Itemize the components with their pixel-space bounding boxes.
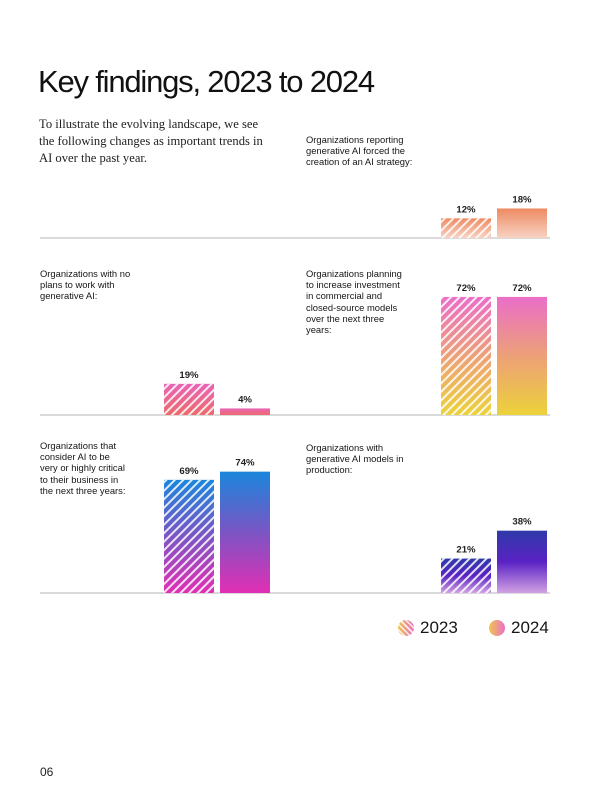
bar-bottom-left-2024	[220, 471, 270, 593]
bar-middle-left-2024	[220, 408, 270, 415]
panel-title-ai-strategy: Organizations reporting generative AI fo…	[306, 134, 413, 168]
data-label-middle-left-2024: 4%	[238, 394, 252, 405]
bar-top-right-2024	[497, 208, 547, 238]
legend-swatch-solid-icon	[489, 620, 505, 636]
bar-middle-right-2024	[497, 296, 547, 415]
data-label-middle-right-2023: 72%	[456, 283, 476, 294]
panel-title-production: Organizations with generative AI models …	[306, 442, 404, 476]
legend-swatch-hatched-icon	[398, 620, 414, 636]
intro-paragraph: To illustrate the evolving landscape, we…	[39, 117, 263, 165]
data-label-bottom-right-2023: 21%	[456, 545, 476, 556]
data-label-middle-right-2024: 72%	[512, 283, 532, 294]
bar-hatch-middle-right	[441, 296, 491, 415]
bar-hatch-middle-left	[164, 383, 214, 415]
legend-item-2024: 2024	[489, 618, 549, 638]
data-label-top-right-2024: 18%	[512, 194, 532, 205]
data-label-top-right-2023: 12%	[456, 204, 476, 215]
page-number: 06	[40, 765, 54, 779]
bar-hatch-top-right	[441, 218, 491, 238]
data-label-bottom-left-2023: 69%	[179, 466, 199, 477]
data-label-bottom-right-2024: 38%	[512, 517, 532, 528]
data-label-bottom-left-2024: 74%	[235, 458, 255, 469]
panel-title-critical: Organizations that consider AI to be ver…	[40, 440, 126, 496]
panel-title-investment: Organizations planning to increase inves…	[306, 268, 402, 336]
bar-bottom-right-2024	[497, 530, 547, 593]
legend-label-2024: 2024	[511, 618, 549, 637]
legend-label-2023: 2023	[420, 618, 458, 637]
data-label-middle-left-2023: 19%	[179, 370, 199, 381]
bar-hatch-bottom-left	[164, 479, 214, 593]
legend-item-2023: 2023	[398, 618, 458, 638]
panel-title-no-plans: Organizations with no plans to work with…	[40, 268, 131, 302]
page-title: Key findings, 2023 to 2024	[38, 64, 375, 99]
bar-hatch-bottom-right	[441, 558, 491, 593]
